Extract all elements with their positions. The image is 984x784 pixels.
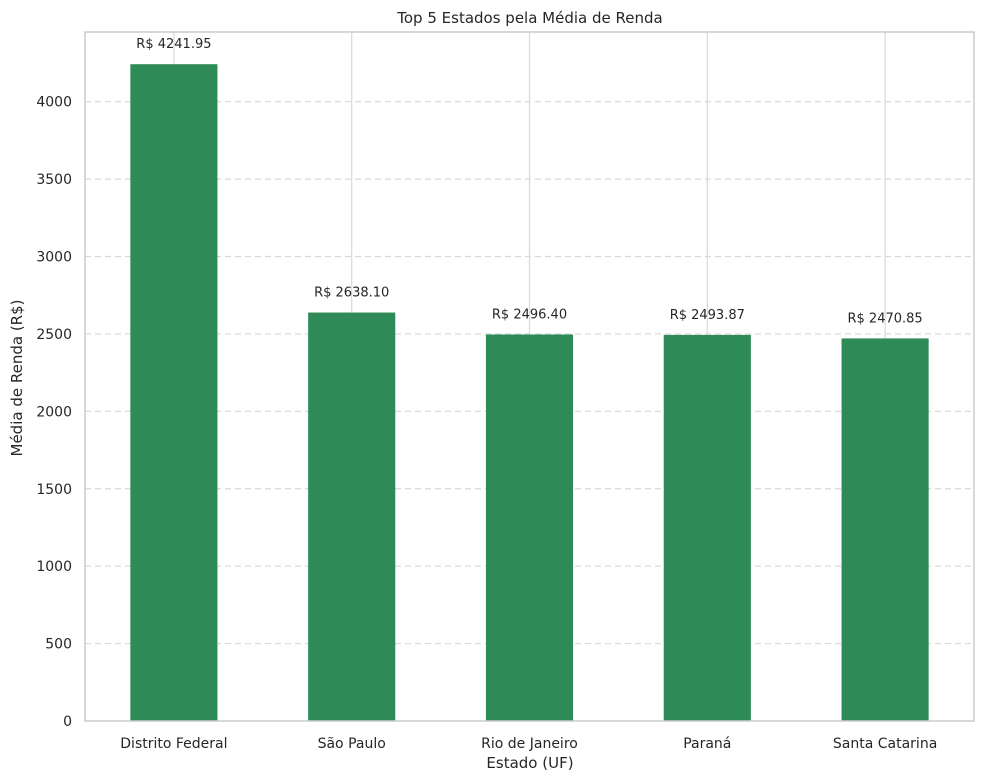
y-tick-label: 3000	[36, 250, 72, 266]
y-tick-label: 3500	[36, 172, 72, 188]
plot-frame	[84, 31, 975, 722]
data-label-2: R$ 2496.40	[492, 307, 567, 322]
bar-0	[130, 64, 218, 721]
y-tick-label: 1500	[36, 482, 72, 498]
y-axis-label: Média de Renda (R$)	[8, 300, 26, 457]
bar-3	[663, 334, 751, 721]
y-axis-ticks: 0 500 1000 1500 2000 2500 3000 3500 4000	[36, 95, 72, 730]
y-tick-label: 500	[45, 637, 72, 653]
x-tick-label: Distrito Federal	[120, 736, 227, 752]
x-tick-label: Paraná	[683, 736, 731, 752]
data-label-0: R$ 4241.95	[136, 37, 211, 52]
x-tick-label: São Paulo	[318, 736, 386, 752]
chart-title: Top 5 Estados pela Média de Renda	[396, 9, 662, 27]
data-label-1: R$ 2638.10	[314, 286, 389, 301]
bar-2	[485, 334, 574, 721]
y-tick-label: 0	[63, 714, 72, 730]
y-tick-label: 1000	[36, 559, 72, 575]
data-labels: R$ 4241.95 R$ 2638.10 R$ 2496.40 R$ 2493.87…	[136, 37, 922, 326]
x-axis-label: Estado (UF)	[486, 754, 573, 772]
data-label-3: R$ 2493.87	[670, 308, 745, 323]
y-tick-label: 2000	[36, 404, 72, 420]
data-label-4: R$ 2470.85	[847, 311, 922, 326]
x-tick-label: Rio de Janeiro	[481, 736, 578, 752]
y-tick-label: 2500	[36, 327, 72, 343]
bars	[130, 64, 929, 721]
x-axis-ticks: Distrito Federal São Paulo Rio de Janeiro P…	[120, 736, 937, 752]
bar-1	[308, 312, 396, 721]
bar-4	[841, 338, 929, 721]
y-tick-label: 4000	[36, 95, 72, 111]
x-tick-label: Santa Catarina	[833, 736, 937, 752]
